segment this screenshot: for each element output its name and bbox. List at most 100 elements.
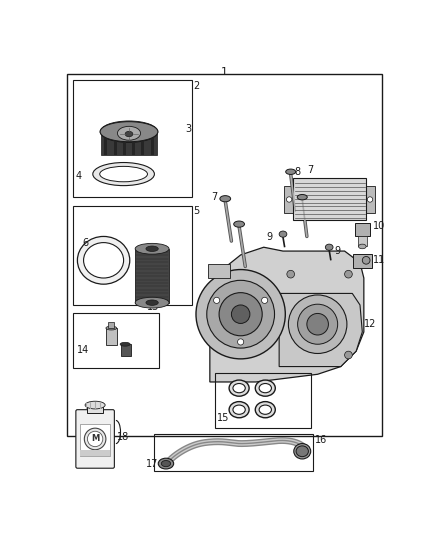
Ellipse shape — [85, 401, 105, 409]
Text: 7: 7 — [307, 165, 314, 175]
Bar — [81, 424, 110, 456]
Circle shape — [286, 197, 292, 202]
Ellipse shape — [158, 458, 173, 469]
Ellipse shape — [120, 342, 130, 346]
Circle shape — [219, 293, 262, 336]
Bar — [353, 254, 371, 268]
Text: 16: 16 — [315, 435, 328, 445]
Bar — [135, 249, 169, 303]
Circle shape — [207, 280, 275, 348]
Text: 8: 8 — [294, 167, 300, 177]
Circle shape — [261, 297, 268, 303]
Ellipse shape — [100, 122, 158, 142]
Bar — [120, 344, 131, 356]
Ellipse shape — [259, 405, 272, 414]
Circle shape — [85, 428, 106, 450]
Text: 3: 3 — [185, 124, 191, 134]
Text: 5: 5 — [193, 206, 199, 216]
Bar — [88, 405, 103, 413]
Bar — [208, 264, 230, 278]
Ellipse shape — [259, 384, 272, 393]
Ellipse shape — [294, 443, 311, 459]
Text: 6: 6 — [82, 238, 88, 248]
Ellipse shape — [135, 244, 169, 254]
Circle shape — [288, 295, 347, 353]
Text: 1: 1 — [221, 67, 228, 77]
Bar — [108, 322, 114, 328]
Text: 12: 12 — [364, 319, 376, 329]
Bar — [215, 373, 311, 428]
Bar — [67, 74, 382, 436]
Circle shape — [287, 270, 294, 278]
Text: 9: 9 — [267, 232, 273, 242]
Text: 7: 7 — [211, 192, 218, 202]
Polygon shape — [279, 294, 362, 367]
Ellipse shape — [229, 401, 249, 418]
Polygon shape — [210, 247, 364, 382]
Circle shape — [214, 297, 220, 303]
Text: 17: 17 — [146, 459, 158, 470]
Ellipse shape — [125, 131, 133, 137]
Circle shape — [88, 431, 103, 447]
Text: 4: 4 — [75, 171, 81, 181]
Ellipse shape — [84, 243, 124, 278]
Ellipse shape — [146, 300, 158, 305]
Ellipse shape — [135, 297, 169, 308]
Ellipse shape — [233, 405, 245, 414]
Circle shape — [231, 305, 250, 324]
Ellipse shape — [233, 384, 245, 393]
Bar — [284, 185, 294, 213]
Text: M: M — [91, 434, 99, 443]
Circle shape — [307, 313, 328, 335]
Bar — [106, 328, 117, 345]
Bar — [358, 236, 367, 246]
Ellipse shape — [279, 231, 287, 237]
Ellipse shape — [255, 380, 276, 396]
Text: 2: 2 — [193, 80, 199, 91]
Bar — [73, 206, 192, 305]
Text: 9: 9 — [335, 246, 341, 256]
Ellipse shape — [106, 326, 117, 330]
Ellipse shape — [220, 196, 231, 202]
Bar — [132, 132, 135, 155]
Text: 11: 11 — [373, 255, 385, 265]
Bar — [104, 132, 107, 155]
Ellipse shape — [78, 237, 130, 284]
Bar — [151, 132, 154, 155]
Circle shape — [237, 339, 244, 345]
Ellipse shape — [255, 401, 276, 418]
Circle shape — [345, 351, 352, 359]
Ellipse shape — [325, 244, 333, 251]
Bar — [141, 132, 145, 155]
Ellipse shape — [117, 126, 141, 140]
Circle shape — [367, 197, 373, 202]
Bar — [355, 223, 370, 236]
Bar — [123, 132, 126, 155]
Ellipse shape — [362, 256, 370, 264]
Bar — [364, 185, 375, 213]
Ellipse shape — [161, 461, 170, 467]
Ellipse shape — [229, 380, 249, 396]
Circle shape — [345, 270, 352, 278]
Bar — [293, 178, 366, 220]
Ellipse shape — [297, 195, 307, 200]
Bar — [73, 313, 159, 368]
Ellipse shape — [100, 166, 148, 182]
Circle shape — [196, 270, 285, 359]
Ellipse shape — [93, 163, 155, 185]
Circle shape — [298, 304, 338, 344]
Text: 10: 10 — [373, 221, 385, 231]
Text: 18: 18 — [117, 432, 130, 442]
Text: 13: 13 — [147, 302, 159, 311]
Text: 14: 14 — [78, 345, 90, 354]
Ellipse shape — [100, 121, 158, 142]
FancyBboxPatch shape — [76, 410, 114, 468]
Ellipse shape — [146, 246, 158, 252]
Bar — [81, 450, 110, 456]
Ellipse shape — [296, 446, 308, 457]
Ellipse shape — [358, 244, 366, 249]
Bar — [73, 80, 192, 197]
Ellipse shape — [234, 221, 244, 227]
Bar — [113, 132, 117, 155]
Bar — [155, 434, 313, 471]
